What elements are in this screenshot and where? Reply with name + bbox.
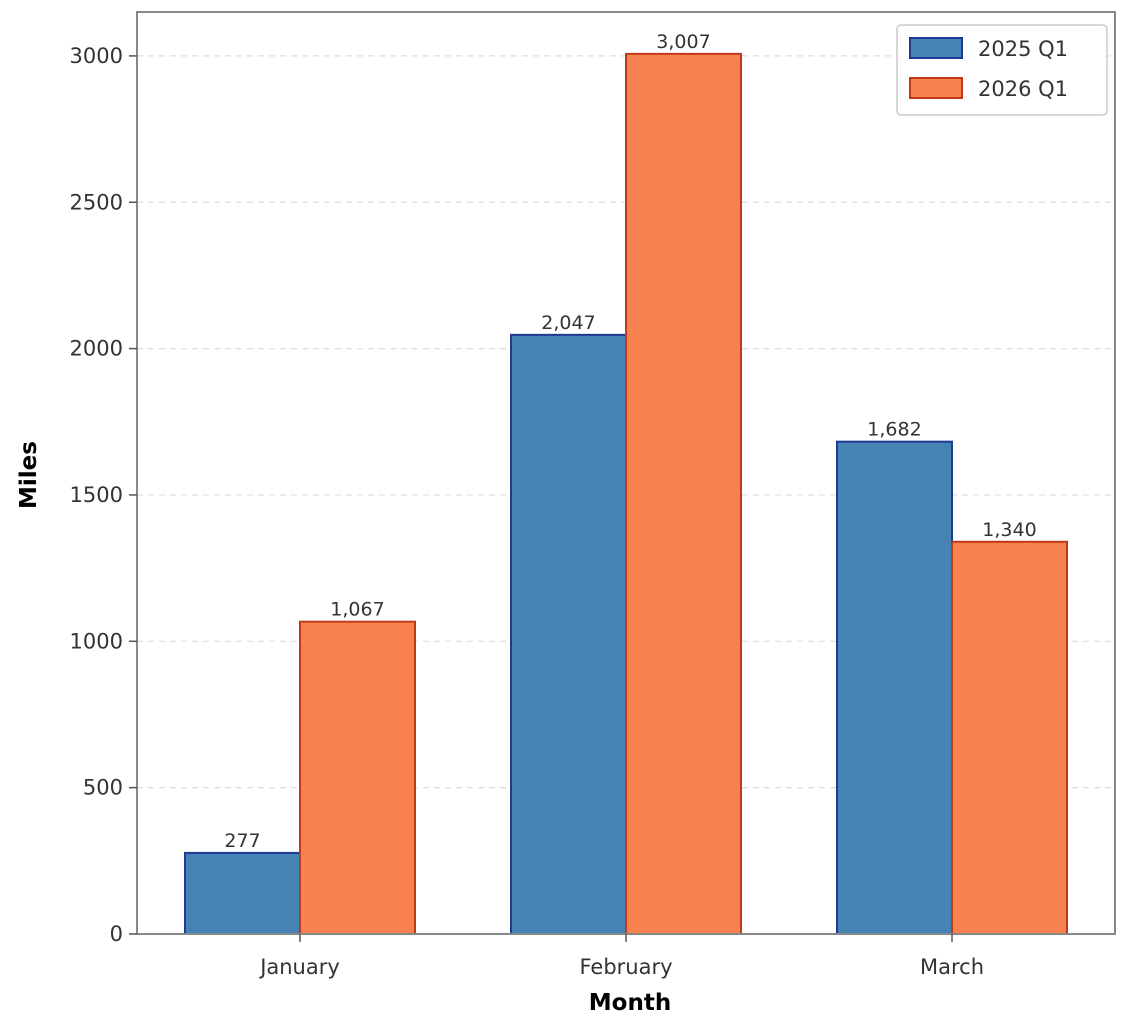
- data-label: 1,682: [867, 419, 921, 441]
- y-tick-label: 2500: [70, 190, 123, 214]
- y-tick-label: 1500: [70, 483, 123, 507]
- legend-label-2026-q1: 2026 Q1: [978, 77, 1068, 101]
- y-tick-label: 1000: [70, 629, 123, 653]
- bar-2025-q1-march: [836, 440, 953, 935]
- bars: [184, 52, 1068, 936]
- x-axis: January February March: [258, 934, 984, 979]
- y-axis-title: Miles: [16, 441, 42, 509]
- data-label: 1,067: [330, 599, 384, 621]
- bar-2026-q1-february: [625, 52, 742, 935]
- data-label: 3,007: [656, 31, 710, 53]
- x-axis-title: Month: [589, 990, 671, 1016]
- x-tick-label: February: [579, 955, 672, 979]
- y-axis: 0 500 1000 1500 2000 2500 3000: [70, 44, 137, 946]
- y-tick-label: 2000: [70, 337, 123, 361]
- legend: 2025 Q1 2026 Q1: [896, 24, 1108, 116]
- data-label: 2,047: [541, 312, 595, 334]
- y-tick-label: 3000: [70, 44, 123, 68]
- data-label: 277: [224, 830, 260, 852]
- bar-2025-q1-february: [510, 333, 627, 935]
- legend-swatch-2026-q1: [909, 77, 963, 99]
- data-label: 1,340: [982, 519, 1036, 541]
- legend-label-2025-q1: 2025 Q1: [978, 37, 1068, 61]
- y-tick-label: 0: [110, 922, 123, 946]
- bar-2025-q1-january: [184, 851, 301, 936]
- legend-swatch-2025-q1: [909, 37, 963, 59]
- bar-2026-q1-march: [951, 540, 1068, 935]
- bar-2026-q1-january: [299, 620, 416, 935]
- y-tick-label: 500: [83, 776, 123, 800]
- data-labels: 277 1,067 2,047 3,007 1,682 1,340: [224, 31, 1036, 852]
- x-tick-label: January: [258, 955, 340, 979]
- x-tick-label: March: [920, 955, 984, 979]
